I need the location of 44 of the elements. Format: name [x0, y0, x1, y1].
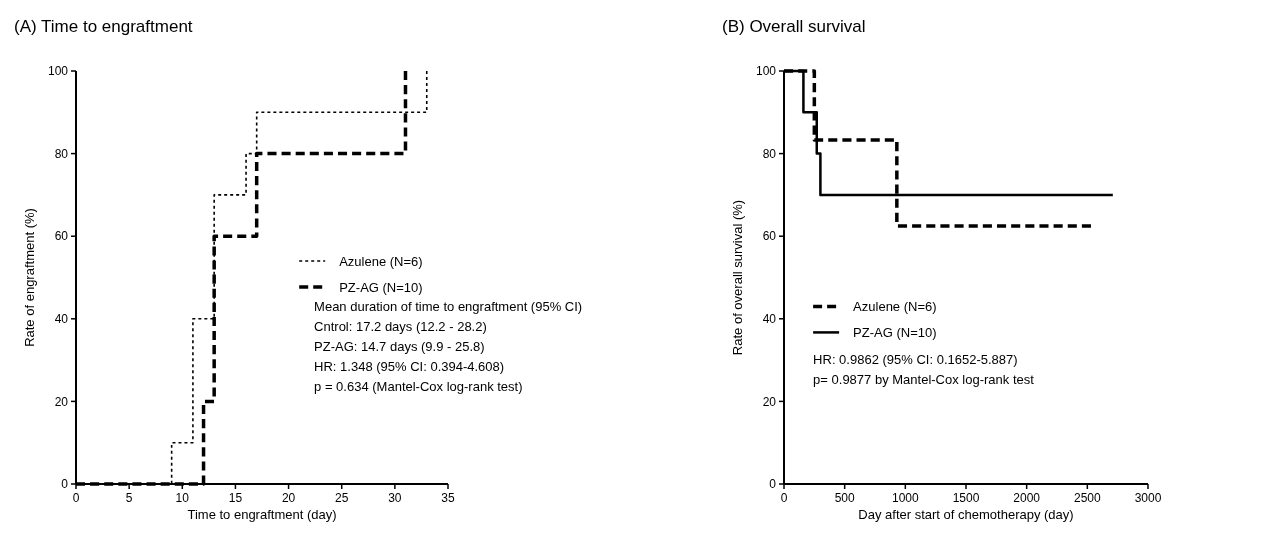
x-tick-label: 35 [441, 491, 455, 505]
x-tick-label: 10 [175, 491, 190, 505]
x-tick-label: 0 [780, 491, 788, 505]
y-tick-label: 60 [762, 229, 777, 244]
annotation: HR: 0.9862 (95% CI: 0.1652-5.887) [813, 352, 1018, 368]
x-tick-label: 0 [72, 491, 80, 505]
y-axis-title: Rate of overall survival (%) [730, 199, 745, 356]
x-tick-label: 2500 [1073, 491, 1101, 505]
y-tick-label: 60 [54, 229, 69, 244]
y-tick-label: 0 [61, 477, 69, 492]
x-tick-label: 500 [834, 491, 855, 505]
y-tick-label: 40 [54, 312, 69, 326]
y-tick-label: 20 [54, 394, 69, 409]
x-tick-label: 15 [228, 491, 243, 505]
y-tick-label: 40 [762, 312, 777, 326]
annotation: Mean duration of time to engraftment (95% CI) [314, 298, 583, 314]
y-tick-label: 100 [755, 64, 777, 79]
legend-label: PZ-AG (N=10) [339, 279, 423, 295]
x-tick-label: 2000 [1013, 491, 1041, 505]
x-tick-label: 1000 [891, 491, 919, 505]
x-tick-label: 30 [388, 491, 402, 505]
x-tick-label: 25 [335, 491, 349, 505]
y-tick-label: 80 [762, 146, 777, 161]
y-tick-label: 80 [54, 146, 69, 161]
x-tick-label: 20 [281, 491, 296, 505]
annotation: HR: 1.348 (95% CI: 0.394-4.608) [314, 358, 505, 374]
chart-title: (B) Overall survival [722, 17, 866, 36]
y-tick-label: 20 [762, 394, 777, 409]
legend-label: PZ-AG (N=10) [853, 324, 937, 340]
x-tick-label: 5 [125, 491, 133, 505]
y-tick-label: 100 [47, 64, 69, 79]
x-axis-title: Time to engraftment (day) [187, 507, 337, 522]
annotation: PZ-AG: 14.7 days (9.9 - 25.8) [314, 338, 485, 354]
annotation: Cntrol: 17.2 days (12.2 - 28.2) [314, 318, 487, 334]
legend-label: Azulene (N=6) [853, 298, 937, 314]
y-tick-label: 0 [769, 477, 777, 492]
x-tick-label: 1500 [952, 491, 980, 505]
annotation: p= 0.9877 by Mantel-Cox log-rank test [813, 372, 1035, 388]
x-tick-label: 3000 [1134, 491, 1162, 505]
legend-label: Azulene (N=6) [339, 253, 423, 269]
y-axis-title: Rate of engraftment (%) [22, 208, 37, 347]
chart-title: (A) Time to engraftment [14, 17, 193, 36]
x-axis-title: Day after start of chemotherapy (day) [858, 507, 1074, 522]
annotation: p = 0.634 (Mantel-Cox log-rank test) [314, 378, 523, 394]
